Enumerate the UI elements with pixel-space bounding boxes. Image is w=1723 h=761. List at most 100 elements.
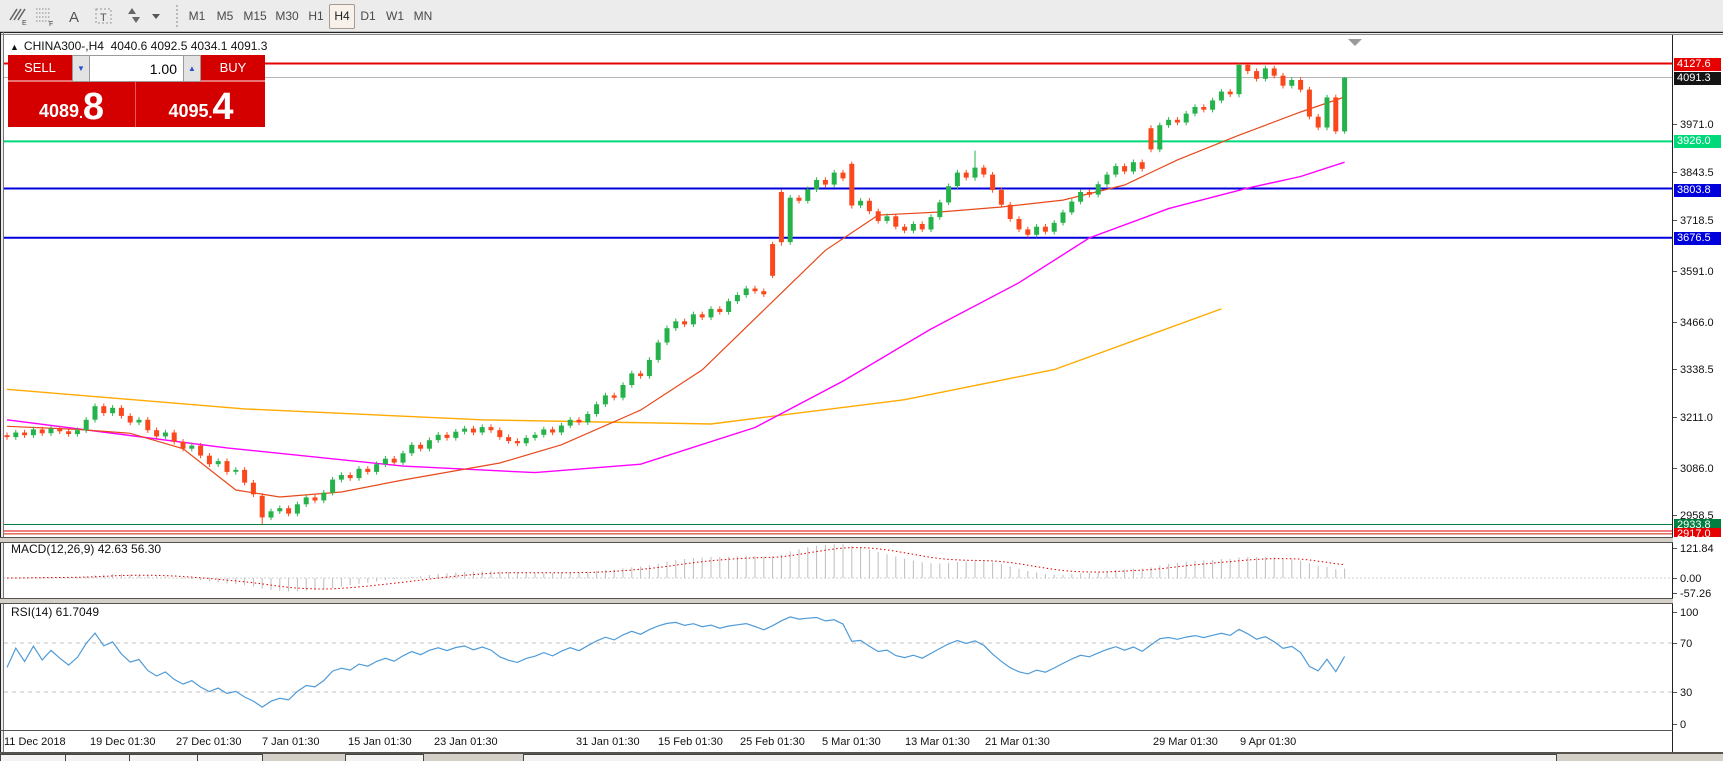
minimized-window-tab[interactable] (197, 754, 263, 761)
candle-body (250, 482, 256, 495)
candle-body (1227, 91, 1233, 95)
candle-body (532, 434, 538, 438)
sell-button[interactable]: SELL (8, 55, 72, 82)
time-axis-label: 21 Mar 01:30 (985, 736, 1050, 748)
fibonacci-retracement-icon[interactable]: F (33, 4, 57, 28)
candle-body (699, 314, 705, 318)
minimized-window-tab[interactable] (129, 754, 198, 761)
minimized-window-tab[interactable] (345, 754, 424, 761)
candles[interactable] (4, 63, 1348, 525)
candle-body (990, 174, 996, 190)
candle-body (224, 461, 230, 472)
candle-body (312, 497, 318, 501)
candle-body (796, 197, 802, 201)
candle-body (541, 429, 547, 435)
rsi-pane-separator[interactable] (0, 598, 1673, 604)
candle-body (690, 314, 696, 325)
buy-button[interactable]: BUY (201, 55, 265, 82)
minimized-window-tab[interactable] (523, 754, 1557, 761)
minimized-window-tab[interactable] (0, 754, 66, 761)
time-axis-label: 5 Mar 01:30 (822, 736, 881, 748)
candle-body (1025, 229, 1031, 235)
price-scale-badge: 4127.6 (1674, 58, 1721, 71)
candle-body (1042, 226, 1048, 232)
macd-pane-separator[interactable] (0, 537, 1673, 543)
window-marker-icon[interactable]: ▲ (10, 42, 19, 52)
candle-body (998, 190, 1004, 205)
candle-body (805, 189, 811, 201)
price-scale-tick: 2958.5 (1673, 509, 1723, 522)
candle-body (242, 469, 248, 483)
volume-increase-button[interactable]: ▲ (183, 55, 201, 82)
arrows-icon[interactable] (124, 4, 148, 28)
volume-decrease-button[interactable]: ▼ (72, 55, 90, 82)
arrows-dropdown-icon[interactable] (146, 4, 170, 28)
candle-body (1342, 77, 1348, 132)
timeframe-button-mn[interactable]: MN (413, 9, 433, 23)
buy-price-display[interactable]: 4095. 4 (137, 82, 265, 127)
minimized-window-tab[interactable] (65, 754, 130, 761)
candle-body (1183, 113, 1189, 123)
price-scale[interactable]: 4127.6 4091.3 3971.0 3926.0 3843.5 3803.8 3718… (1673, 0, 1723, 761)
candle-body (928, 217, 934, 230)
sell-price-display[interactable]: 4089. 8 (8, 82, 136, 127)
text-icon[interactable]: A (64, 4, 88, 28)
candle-body (1078, 192, 1084, 202)
candle-body (154, 430, 160, 437)
price-scale-badge: 3803.8 (1674, 184, 1721, 197)
price-scale-badge: 3926.0 (1674, 135, 1721, 148)
price-scale-tick: 0.00 (1673, 572, 1723, 585)
price-scale-badge: 2917.0 (1674, 528, 1721, 537)
text-label-icon[interactable]: T (92, 4, 116, 28)
candle-body (66, 431, 72, 434)
candle-body (1095, 184, 1101, 195)
candle-body (4, 435, 10, 438)
time-axis-label: 23 Jan 01:30 (434, 736, 498, 748)
chart-area[interactable] (4, 35, 1672, 752)
sell-price-dot: . (79, 105, 83, 121)
candle-body (1315, 116, 1321, 128)
bottom-window-strip (0, 753, 1723, 761)
timeframe-button-m15[interactable]: M15 (243, 9, 267, 23)
window-frame-top-inner (0, 34, 1723, 35)
time-axis-label: 29 Mar 01:30 (1153, 736, 1218, 748)
timeframe-button-m30[interactable]: M30 (275, 9, 299, 23)
timeframe-button-m5[interactable]: M5 (216, 9, 234, 23)
volume-input[interactable] (90, 55, 183, 82)
candle-body (1262, 68, 1268, 79)
candle-body (189, 445, 195, 449)
chart-background (4, 35, 1672, 752)
candle-body (338, 475, 344, 480)
price-scale-badge: 4091.3 (1674, 72, 1721, 85)
toolbar: E F A T M1 M5 M15 M30 H1 H4 D1 W1 MN (0, 0, 1723, 32)
candle-body (1306, 89, 1312, 117)
price-scale-background (1673, 35, 1723, 752)
equidistant-channel-icon[interactable]: E (6, 4, 30, 28)
candle-body (576, 419, 582, 423)
timeframe-button-h4[interactable]: H4 (329, 4, 355, 29)
timeframe-button-h1[interactable]: H1 (308, 9, 324, 23)
chart-shift-marker-icon[interactable] (1348, 39, 1362, 46)
candle-body (391, 458, 397, 463)
candle-body (963, 172, 969, 178)
candle-body (470, 428, 476, 433)
candle-body (946, 186, 952, 203)
window-frame-left (0, 32, 1, 761)
window-frame-left-inner (3, 32, 4, 761)
candle-body (523, 437, 529, 444)
candle-body (400, 453, 406, 463)
candle-body (550, 429, 556, 433)
candle-body (814, 180, 820, 190)
toolbar-separator (176, 5, 181, 27)
timeframe-button-d1[interactable]: D1 (360, 9, 376, 23)
candle-body (1324, 97, 1330, 128)
candle-body (497, 430, 503, 438)
timeframe-button-m1[interactable]: M1 (188, 9, 206, 23)
timeframe-button-w1[interactable]: W1 (386, 9, 404, 23)
candle-body (1245, 64, 1251, 72)
time-axis-label: 13 Mar 01:30 (905, 736, 970, 748)
candle-body (585, 414, 591, 423)
price-scale-tick: 70 (1673, 637, 1723, 650)
candle-body (356, 468, 362, 479)
